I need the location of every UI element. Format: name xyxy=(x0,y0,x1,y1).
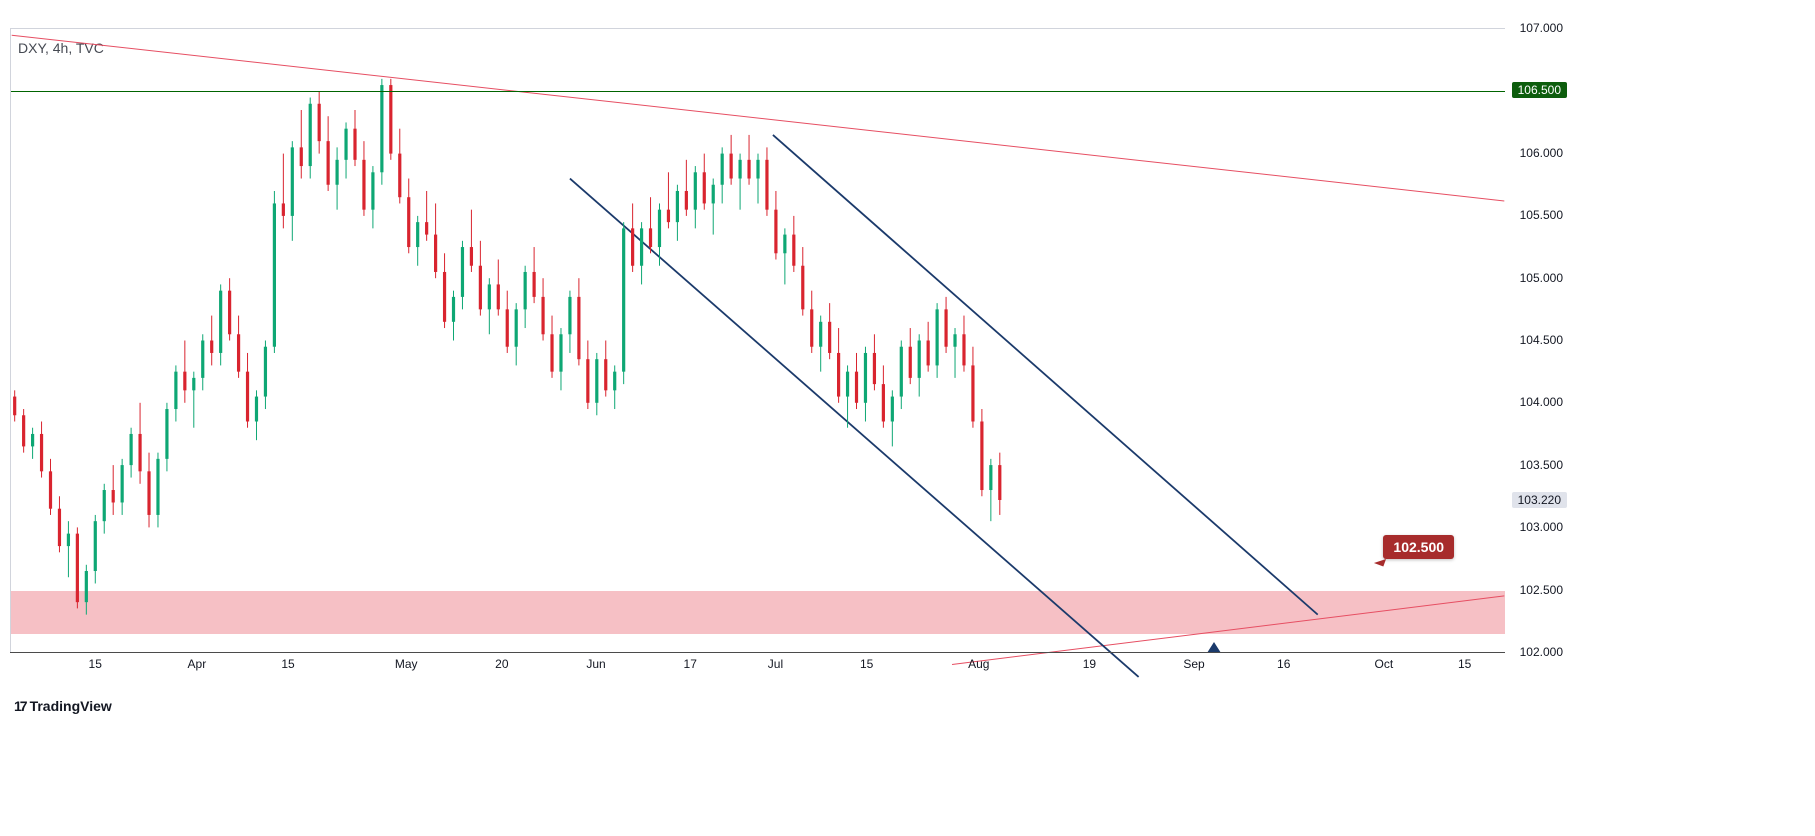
x-tick-label: 15 xyxy=(281,657,294,671)
current-price-pill: 103.220 xyxy=(1512,492,1567,508)
y-tick-label: 104.000 xyxy=(1520,395,1563,409)
y-tick-label: 107.000 xyxy=(1520,21,1563,35)
y-tick-label: 103.000 xyxy=(1520,520,1563,534)
y-tick-label: 103.500 xyxy=(1520,458,1563,472)
y-tick-label: 102.000 xyxy=(1520,645,1563,659)
chart-svg xyxy=(11,29,1505,652)
price-callout: 102.500 xyxy=(1383,535,1454,559)
x-tick-label: Oct xyxy=(1375,657,1394,671)
x-tick-label: 15 xyxy=(89,657,102,671)
x-tick-label: Apr xyxy=(188,657,207,671)
x-tick-label: Jun xyxy=(586,657,605,671)
y-tick-label: 104.500 xyxy=(1520,333,1563,347)
y-tick-label: 106.000 xyxy=(1520,146,1563,160)
x-tick-label: May xyxy=(395,657,418,671)
x-tick-label: 15 xyxy=(1458,657,1471,671)
x-tick-label: 15 xyxy=(860,657,873,671)
callout-text: 102.500 xyxy=(1383,535,1454,559)
x-tick-label: Jul xyxy=(768,657,783,671)
attribution-text: TradingView xyxy=(30,698,112,714)
tradingview-logo-icon: 17 xyxy=(14,698,26,714)
chart-area[interactable]: 102.500 xyxy=(10,28,1505,652)
x-tick-label: 16 xyxy=(1277,657,1290,671)
y-tick-label: 105.000 xyxy=(1520,271,1563,285)
x-axis: 15 Apr 15 May 20 Jun 17 Jul 15 Aug 19 Sep 16 Oct 15 xyxy=(10,652,1505,676)
horizontal-line xyxy=(11,91,1505,92)
x-tick-label: 17 xyxy=(684,657,697,671)
x-tick-label: Sep xyxy=(1183,657,1204,671)
y-tick-label: 105.500 xyxy=(1520,208,1563,222)
y-axis: 107.000106.500106.000105.500105.000104.5… xyxy=(1507,28,1567,652)
y-tick-label: 102.500 xyxy=(1520,583,1563,597)
attribution: 17 TradingView xyxy=(14,698,112,714)
x-tick-label: Aug xyxy=(968,657,989,671)
x-tick-label: 20 xyxy=(495,657,508,671)
hline-pill: 106.500 xyxy=(1512,82,1567,98)
x-tick-label: 19 xyxy=(1083,657,1096,671)
